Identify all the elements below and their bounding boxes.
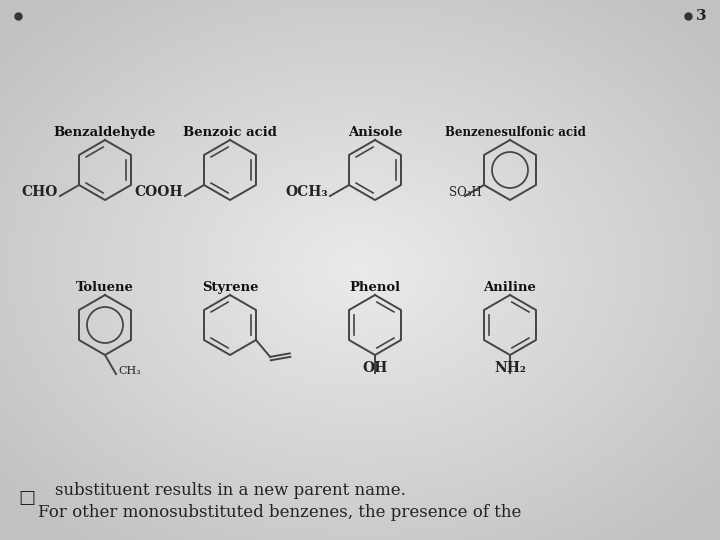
Text: Toluene: Toluene [76,281,134,294]
Text: Aniline: Aniline [484,281,536,294]
Text: NH₂: NH₂ [494,361,526,375]
Text: OH: OH [362,361,387,375]
Text: Phenol: Phenol [349,281,400,294]
Text: CHO: CHO [22,185,58,199]
Text: OCH₃: OCH₃ [285,185,328,199]
Text: 3: 3 [696,9,706,23]
Text: substituent results in a new parent name.: substituent results in a new parent name… [55,482,406,499]
Text: SO₃H: SO₃H [449,186,482,199]
Text: COOH: COOH [135,185,183,199]
Text: Styrene: Styrene [202,281,258,294]
Text: CH₃: CH₃ [118,366,140,376]
Text: □: □ [18,489,35,507]
Text: Benzaldehyde: Benzaldehyde [54,126,156,139]
Text: Anisole: Anisole [348,126,402,139]
Text: Benzoic acid: Benzoic acid [183,126,277,139]
Text: For other monosubstituted benzenes, the presence of the: For other monosubstituted benzenes, the … [38,504,521,521]
Text: Benzenesulfonic acid: Benzenesulfonic acid [444,126,585,139]
